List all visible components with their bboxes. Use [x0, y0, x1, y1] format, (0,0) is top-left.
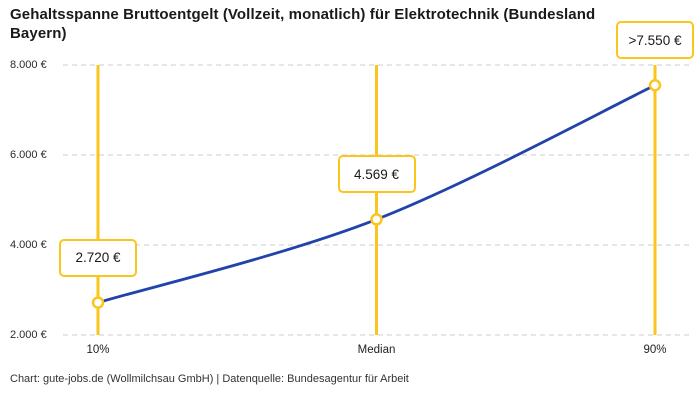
value-label-box: 4.569 € — [337, 155, 416, 194]
x-axis-tick-label: 90% — [643, 344, 667, 356]
value-label-box: >7.550 € — [616, 21, 694, 60]
y-axis-tick-label: 8.000 € — [10, 59, 47, 71]
data-point-marker — [648, 79, 662, 92]
chart-title: Gehaltsspanne Bruttoentgelt (Vollzeit, m… — [10, 6, 596, 42]
y-axis-tick-label: 2.000 € — [10, 329, 47, 341]
data-point-marker — [91, 296, 105, 309]
chart-footer: Chart: gute-jobs.de (Wollmilchsau GmbH) … — [10, 373, 409, 385]
x-axis-tick-label: 10% — [86, 344, 110, 356]
y-axis-tick-label: 4.000 € — [10, 239, 47, 251]
y-axis-tick-label: 6.000 € — [10, 149, 47, 161]
data-point-marker — [370, 213, 383, 226]
value-label-box: 2.720 € — [59, 238, 137, 277]
x-axis-tick-label: Median — [357, 344, 396, 356]
